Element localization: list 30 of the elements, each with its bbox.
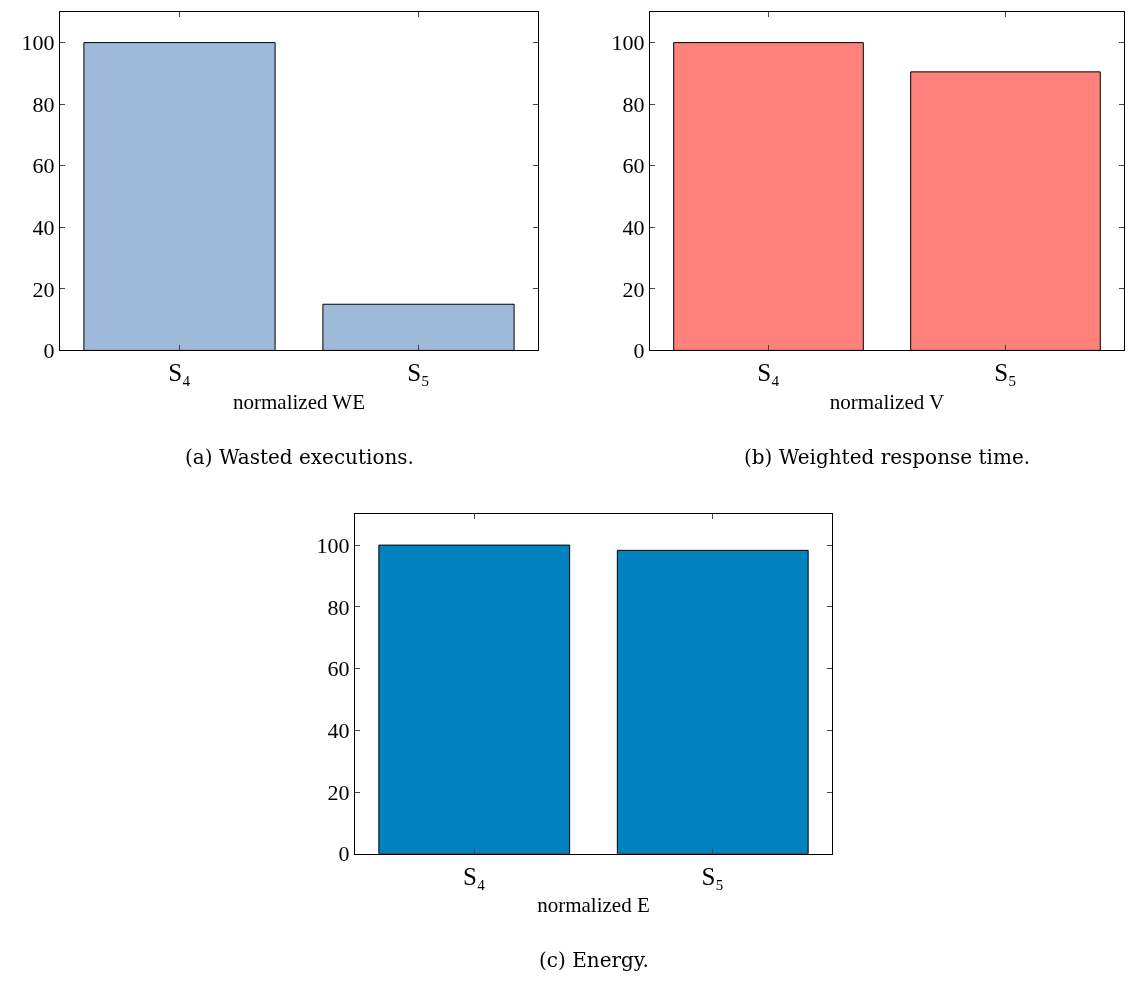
y-tick-label: 60 (327, 656, 350, 682)
text: (b) Weighted response time. (744, 445, 1031, 469)
y-tick-label: 80 (32, 91, 55, 117)
y-tick-label: 100 (316, 532, 350, 558)
y-tick-label: 0 (43, 338, 55, 364)
y-tick-label: 60 (622, 153, 645, 179)
x-tick-label: S₅ (701, 862, 725, 890)
y-tick-label: 100 (611, 30, 645, 56)
y-tick-label: 40 (32, 214, 55, 240)
y-tick-label: 20 (32, 276, 55, 302)
text: (a) Wasted executions. (185, 445, 414, 469)
y-tick-label: 0 (338, 841, 350, 867)
y-tick-label: 20 (327, 779, 350, 805)
x-tick-label: S₄ (168, 359, 191, 387)
x-tick-label: S₄ (757, 359, 780, 387)
x-tick-label: S₄ (462, 862, 486, 890)
x-axis-title: normalized E (537, 892, 650, 917)
y-tick-label: 80 (327, 594, 350, 620)
x-axis-title: normalized V (829, 389, 945, 414)
y-tick-label: 40 (327, 718, 350, 744)
y-tick-label: 40 (622, 214, 645, 240)
x-axis-title: normalized WE (233, 389, 365, 414)
x-tick-label: S₅ (407, 359, 430, 387)
y-tick-label: 20 (622, 276, 645, 302)
y-tick-label: 0 (633, 338, 645, 364)
y-tick-label: 100 (21, 30, 55, 56)
y-tick-label: 60 (32, 153, 55, 179)
x-tick-label: S₅ (994, 359, 1017, 387)
text: (c) Energy. (539, 948, 649, 972)
y-tick-label: 80 (622, 91, 645, 117)
